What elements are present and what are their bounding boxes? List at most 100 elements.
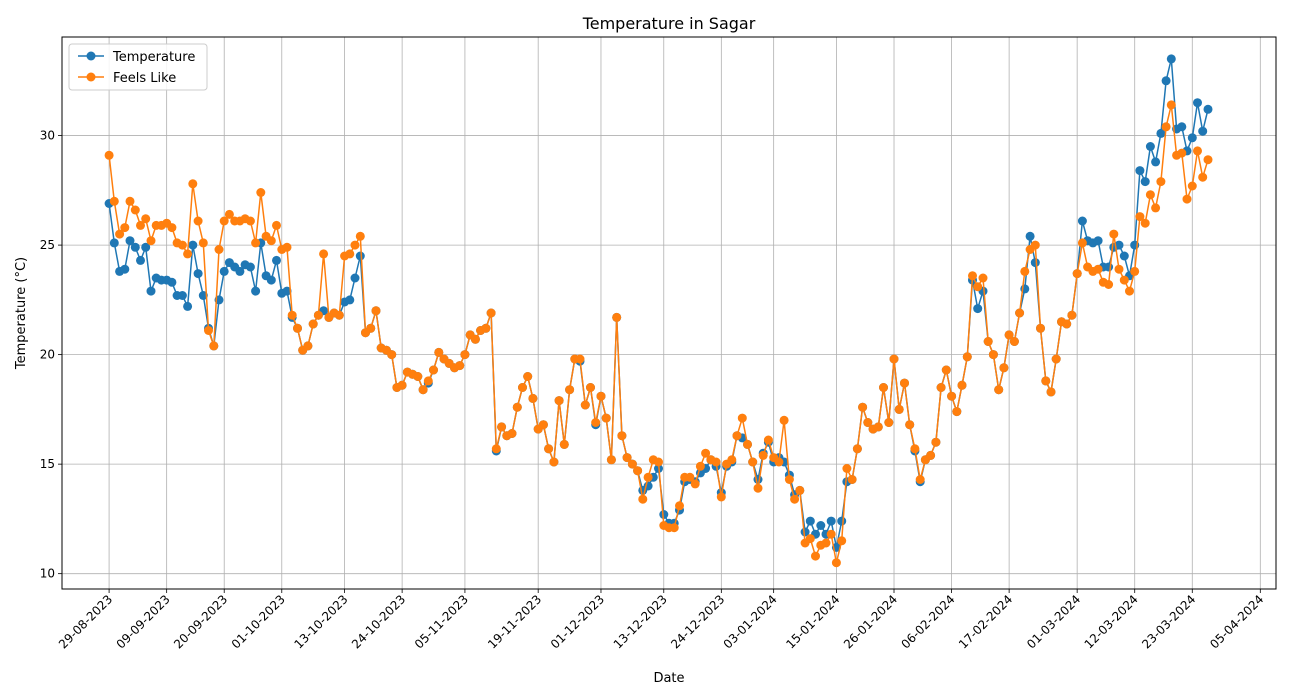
- data-point-feels-like: [120, 223, 130, 233]
- legend-feels-like-marker: [86, 72, 96, 82]
- data-point-feels-like: [753, 483, 763, 493]
- data-point-feels-like: [894, 404, 904, 414]
- data-point-feels-like: [366, 323, 376, 333]
- data-point-feels-like: [334, 310, 344, 320]
- data-point-feels-like: [544, 444, 554, 454]
- data-point-feels-like: [1187, 181, 1197, 191]
- data-point-feels-like: [968, 271, 977, 281]
- data-point-feels-like: [654, 457, 663, 467]
- data-point-feels-like: [685, 472, 695, 482]
- data-point-feels-like: [1135, 212, 1145, 222]
- data-point-temperature: [659, 510, 669, 519]
- data-point-feels-like: [559, 439, 569, 449]
- data-point-feels-like: [429, 365, 438, 375]
- data-point-feels-like: [1140, 218, 1150, 228]
- data-point-feels-like: [1156, 177, 1166, 187]
- data-point-temperature: [219, 266, 229, 276]
- data-point-feels-like: [272, 220, 281, 230]
- data-point-feels-like: [486, 308, 496, 318]
- data-point-feels-like: [931, 437, 941, 447]
- series-feels-like: [104, 100, 1213, 568]
- data-point-temperature: [272, 255, 281, 265]
- data-point-feels-like: [282, 242, 292, 252]
- data-point-feels-like: [1203, 155, 1213, 165]
- data-point-feels-like: [193, 216, 203, 226]
- data-point-feels-like: [617, 431, 627, 441]
- data-point-feels-like: [737, 413, 747, 423]
- data-point-temperature: [109, 238, 119, 248]
- data-point-feels-like: [523, 372, 533, 381]
- data-point-feels-like: [962, 352, 972, 362]
- data-point-feels-like: [863, 418, 873, 427]
- data-point-feels-like: [455, 361, 465, 371]
- data-point-feels-like: [1145, 190, 1155, 200]
- data-point-feels-like: [507, 429, 517, 438]
- data-point-feels-like: [701, 448, 711, 458]
- data-point-temperature: [1030, 258, 1040, 268]
- data-point-temperature: [193, 269, 203, 279]
- data-point-temperature: [1119, 251, 1129, 261]
- data-point-feels-like: [811, 551, 820, 561]
- data-point-temperature: [826, 516, 836, 526]
- data-point-feels-like: [889, 354, 899, 364]
- data-point-feels-like: [313, 310, 323, 320]
- x-axis-title: Date: [653, 671, 684, 686]
- data-point-temperature: [282, 286, 292, 296]
- data-point-feels-like: [879, 383, 888, 392]
- data-point-feels-like: [1125, 286, 1134, 296]
- data-point-temperature: [183, 301, 193, 311]
- data-point-temperature: [816, 521, 826, 530]
- data-point-feels-like: [481, 323, 491, 333]
- data-point-temperature: [1187, 133, 1197, 143]
- data-point-temperature: [1203, 104, 1213, 114]
- data-point-temperature: [251, 286, 261, 296]
- data-point-temperature: [235, 266, 245, 276]
- data-point-feels-like: [209, 341, 219, 351]
- data-point-feels-like: [1036, 323, 1045, 333]
- data-point-feels-like: [518, 383, 527, 392]
- data-point-feels-like: [606, 455, 616, 465]
- data-point-feels-like: [167, 223, 177, 233]
- data-point-feels-like: [224, 209, 234, 219]
- data-point-feels-like: [1004, 330, 1014, 340]
- data-point-feels-like: [1051, 354, 1061, 364]
- data-point-feels-like: [1077, 238, 1087, 248]
- data-point-temperature: [167, 277, 177, 287]
- data-point-feels-like: [638, 494, 648, 504]
- data-point-temperature: [146, 286, 156, 296]
- data-point-feels-like: [491, 444, 501, 454]
- legend-temperature-marker: [86, 51, 96, 61]
- data-point-feels-like: [779, 415, 789, 425]
- data-point-feels-like: [873, 422, 883, 432]
- data-point-feels-like: [612, 312, 622, 322]
- data-point-temperature: [800, 527, 810, 537]
- data-point-feels-like: [790, 494, 800, 504]
- data-point-temperature: [837, 516, 847, 526]
- data-point-temperature: [1151, 157, 1161, 167]
- data-point-feels-like: [1114, 264, 1124, 274]
- y-tick-label: 15: [40, 457, 55, 471]
- data-point-feels-like: [1030, 240, 1040, 250]
- y-tick-label: 25: [40, 238, 55, 252]
- data-point-feels-like: [633, 466, 643, 476]
- data-point-feels-like: [1119, 275, 1129, 285]
- data-point-feels-like: [387, 350, 397, 360]
- data-point-feels-like: [183, 249, 193, 259]
- data-point-feels-like: [952, 407, 962, 417]
- data-point-feels-like: [988, 350, 998, 360]
- data-point-feels-like: [434, 347, 444, 357]
- data-point-feels-like: [915, 475, 925, 484]
- data-point-feels-like: [256, 188, 266, 197]
- data-point-feels-like: [957, 380, 967, 390]
- data-point-feels-like: [795, 485, 805, 495]
- data-point-feels-like: [1015, 308, 1025, 318]
- chart-title: Temperature in Sagar: [582, 14, 756, 33]
- data-point-feels-like: [303, 341, 313, 351]
- data-point-feels-like: [716, 492, 726, 502]
- data-point-feels-like: [1130, 266, 1140, 276]
- data-point-temperature: [188, 240, 198, 250]
- data-point-feels-like: [219, 216, 229, 226]
- data-point-feels-like: [251, 238, 261, 248]
